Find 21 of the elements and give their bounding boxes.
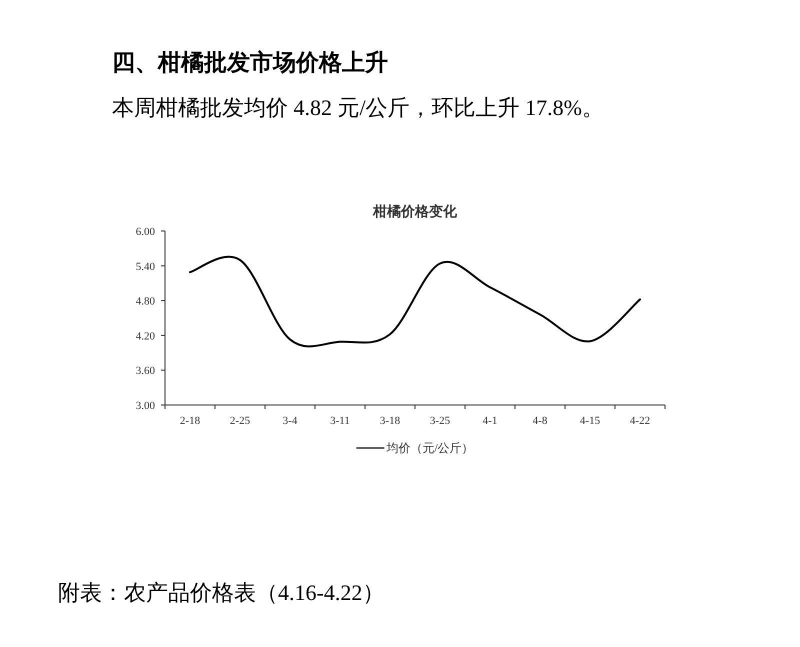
- x-tick-label: 2-18: [180, 415, 201, 427]
- y-tick-label: 5.40: [136, 260, 156, 273]
- x-tick-label: 3-25: [430, 415, 451, 427]
- x-tick-label: 2-25: [230, 415, 251, 427]
- x-tick-label: 4-15: [580, 415, 601, 427]
- y-tick-label: 4.80: [136, 296, 156, 308]
- text: 附表：农产品价格表（4.16-4.22）: [58, 580, 384, 605]
- y-tick-label: 3.60: [136, 365, 156, 378]
- text: 本周柑橘批发均价 4.82 元/公斤，环比上升 17.8%。: [112, 95, 604, 120]
- x-tick-label: 4-1: [482, 415, 498, 427]
- x-tick-label: 3-4: [282, 415, 298, 427]
- x-tick-label: 3-18: [380, 415, 401, 427]
- y-tick-label: 6.00: [136, 226, 156, 238]
- y-tick-label: 4.20: [136, 330, 156, 342]
- x-tick-label: 4-8: [532, 415, 548, 427]
- text: 四、柑橘批发市场价格上升: [112, 49, 388, 75]
- x-tick-label: 3-11: [330, 415, 350, 427]
- y-tick-label: 3.00: [136, 400, 156, 412]
- chart-title: 柑橘价格变化: [372, 203, 458, 219]
- x-tick-label: 4-22: [630, 415, 650, 427]
- legend-label: 均价（元/公斤）: [385, 441, 474, 455]
